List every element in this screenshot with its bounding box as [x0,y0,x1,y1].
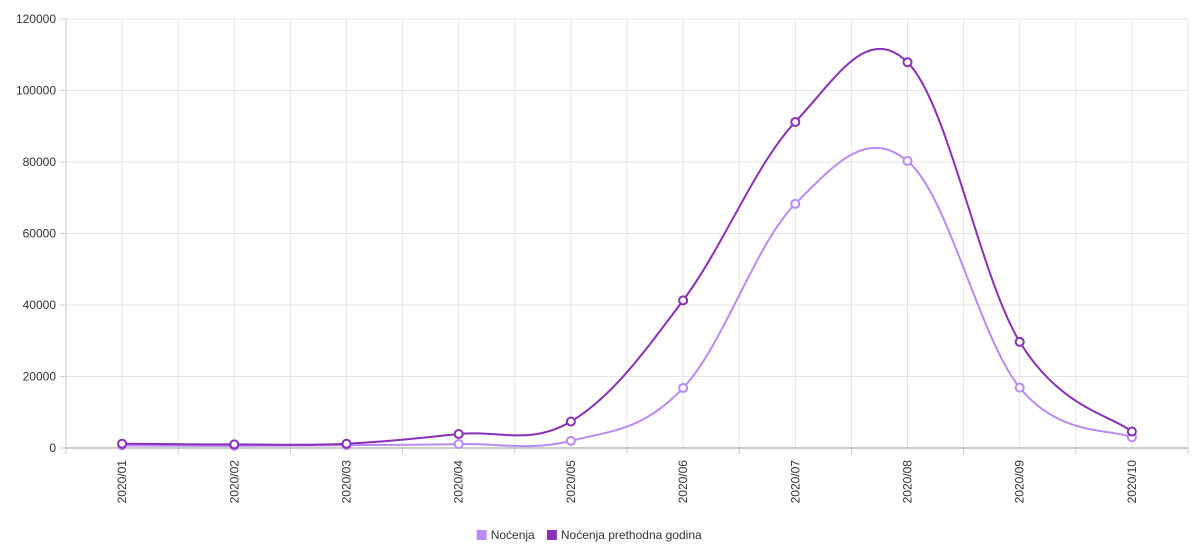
chart-legend: Noćenja Noćenja prethodna godina [476,528,702,542]
chart-grid [65,18,1189,449]
x-tick-label: 2020/03 [340,460,354,504]
data-point [1014,336,1025,347]
y-tick-label: 60000 [23,227,57,241]
data-point [117,438,128,449]
data-point [565,435,576,446]
y-tick-label: 0 [49,441,56,455]
x-tick-label: 2020/04 [452,460,466,504]
data-point [678,382,689,393]
data-point [565,416,576,427]
legend-label: Noćenja prethodna godina [561,528,702,542]
data-point [229,439,240,450]
legend-swatch [476,530,487,540]
x-tick-label: 2020/02 [227,460,241,504]
x-tick-label: 2020/08 [901,460,915,504]
x-tick-label: 2020/06 [676,460,690,504]
data-point [341,438,352,449]
x-tick-label: 2020/05 [564,460,578,504]
data-point [453,439,464,450]
data-point [1014,382,1025,393]
y-tick-label: 20000 [23,370,57,384]
chart-axes: 0 20000 40000 60000 80000 100000 120000 2020/01… [16,12,1189,504]
data-point [902,57,913,68]
x-tick-label: 2020/01 [115,460,129,504]
data-point [790,116,801,127]
data-point [678,295,689,306]
data-point [453,429,464,440]
data-point [902,155,913,166]
chart-series [117,47,1137,451]
y-tick-label: 80000 [23,155,57,169]
y-tick-label: 40000 [23,298,57,312]
legend-swatch [546,530,557,540]
data-point [790,198,801,209]
data-point [1126,426,1137,437]
y-tick-label: 120000 [16,12,56,26]
x-tick-label: 2020/10 [1125,460,1139,504]
y-tick-label: 100000 [16,84,56,98]
x-tick-label: 2020/07 [788,460,802,504]
x-tick-label: 2020/09 [1013,460,1027,504]
legend-label: Noćenja [491,528,535,542]
